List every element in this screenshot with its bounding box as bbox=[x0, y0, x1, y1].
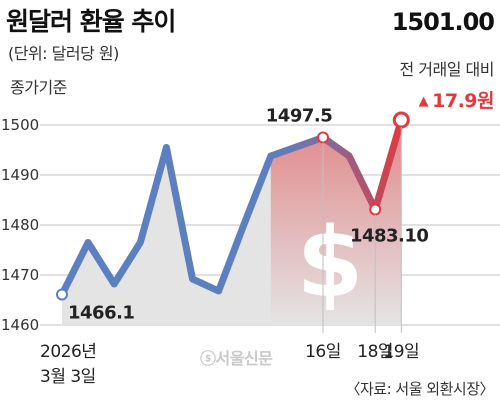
y-tick-label: 1480 bbox=[1, 216, 39, 234]
series-line bbox=[58, 116, 405, 298]
point-marker bbox=[369, 203, 382, 216]
data-label: 1466.1 bbox=[68, 303, 134, 324]
basis-note: 종가기준 bbox=[10, 78, 67, 97]
data-labels: 1466.1 1497.5 1483.10 bbox=[68, 106, 429, 324]
chart-title: 원달러 환율 추이 bbox=[6, 7, 176, 36]
point-marker bbox=[56, 288, 68, 301]
y-axis: 1460 1470 1480 1490 1500 bbox=[1, 116, 39, 334]
unit-note: (단위: 달러당 원) bbox=[8, 44, 119, 63]
y-tick-label: 1500 bbox=[1, 116, 39, 134]
point-marker bbox=[392, 111, 410, 129]
point-markers bbox=[56, 111, 410, 333]
x-tick-label: 19일 bbox=[383, 342, 419, 362]
dollar-sign-icon: $ bbox=[297, 207, 364, 319]
publisher-watermark: ⓢ서울신문 bbox=[200, 349, 273, 368]
x-tick-label: 18일 bbox=[357, 342, 393, 362]
point-marker bbox=[317, 131, 329, 144]
change-indicator: ▲ 17.9원 bbox=[418, 86, 495, 113]
series-line-segment bbox=[267, 134, 327, 160]
series-line-segment bbox=[345, 152, 379, 213]
prev-day-label: 전 거래일 대비 bbox=[399, 60, 495, 79]
y-tick-label: 1490 bbox=[1, 166, 39, 184]
area-fill bbox=[62, 120, 402, 325]
y-tick-label: 1470 bbox=[1, 266, 39, 284]
data-label: 1483.10 bbox=[350, 226, 428, 247]
data-label: 1497.5 bbox=[266, 106, 332, 127]
x-tick-label: 16일 bbox=[305, 342, 341, 362]
x-tick-label: 3월 3일 bbox=[40, 367, 96, 387]
latest-value: 1501.00 bbox=[391, 8, 495, 36]
source-note: 〈자료: 서울 외환시장〉 bbox=[345, 380, 495, 398]
series-line-segment bbox=[371, 116, 405, 213]
series-line-blue bbox=[58, 144, 275, 298]
y-tick-label: 1460 bbox=[1, 316, 39, 334]
up-arrow-icon: ▲ bbox=[418, 94, 429, 109]
change-value: 17.9원 bbox=[432, 90, 494, 112]
highlight-area bbox=[270, 120, 402, 325]
x-tick-label: 2026년 bbox=[40, 342, 96, 362]
